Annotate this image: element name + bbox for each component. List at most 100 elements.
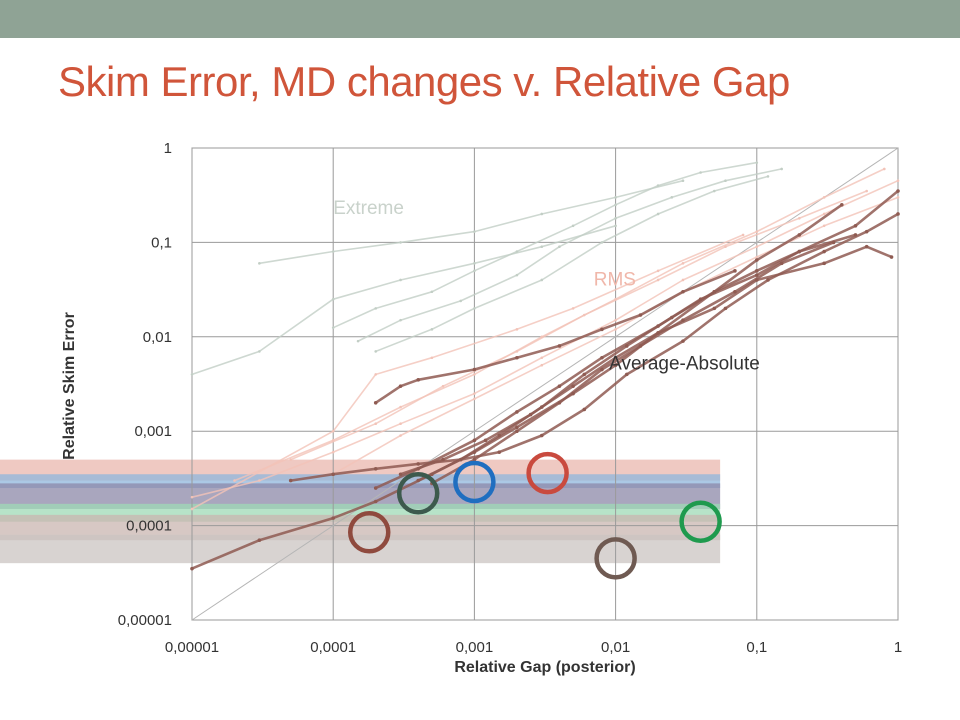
series-point <box>540 356 544 360</box>
series-point <box>458 457 463 462</box>
series-point <box>539 433 544 438</box>
series-point <box>557 344 562 348</box>
series-point <box>681 318 685 322</box>
x-tick-label: 0,0001 <box>310 639 356 656</box>
series-point <box>831 240 836 245</box>
series-point <box>331 250 335 253</box>
series-point <box>755 230 759 233</box>
series-point <box>600 241 604 244</box>
y-tick-label: 0,0001 <box>126 518 172 535</box>
series-point <box>233 479 236 482</box>
series-point <box>373 466 378 471</box>
series-point <box>539 405 544 409</box>
tick-labels: 0,00001 0,0001 0,001 0,01 0,1 1 0,00001 0,0001 0… <box>118 140 902 656</box>
series-point <box>399 434 402 437</box>
series-point <box>681 339 685 343</box>
series-annotation-0: Extreme <box>333 198 404 219</box>
series-point <box>373 400 378 405</box>
y-tick-label: 1 <box>164 140 172 157</box>
series-point <box>473 373 476 376</box>
series-point <box>755 245 759 249</box>
y-tick-label: 0,00001 <box>118 612 172 629</box>
series-point <box>289 458 292 461</box>
series-point <box>624 372 629 377</box>
series-point <box>724 245 727 249</box>
series-point <box>473 269 476 273</box>
series-point <box>374 373 378 376</box>
series-point <box>515 425 519 430</box>
series-line-average-absolute-6 <box>431 241 835 485</box>
highlight-circle-5 <box>679 500 722 543</box>
x-tick-label: 0,00001 <box>165 639 219 656</box>
series-point <box>614 224 617 228</box>
series-point <box>515 355 519 360</box>
series-point <box>681 278 685 282</box>
x-tick-label: 0,01 <box>601 639 630 656</box>
series-point <box>441 384 445 388</box>
series-point <box>582 372 587 377</box>
series-point <box>896 212 900 216</box>
series-point <box>889 255 894 259</box>
series-point <box>399 422 402 426</box>
series-point <box>712 306 717 311</box>
series-point <box>540 212 544 216</box>
series-point <box>822 224 826 228</box>
series-point <box>712 289 717 294</box>
series-point <box>398 384 403 388</box>
series-point <box>853 223 858 228</box>
series-point <box>613 355 618 360</box>
highlight-circle-0 <box>347 511 391 554</box>
series-point <box>441 457 445 462</box>
series-point <box>190 495 194 499</box>
series-point <box>515 410 519 414</box>
series-point <box>473 397 476 401</box>
series-point <box>822 249 826 254</box>
series-point <box>374 422 378 426</box>
series-point <box>755 273 759 277</box>
series-point <box>430 356 434 360</box>
series-point <box>331 472 336 477</box>
series-point <box>670 196 674 199</box>
series-point <box>331 516 336 520</box>
series-line-rms-1 <box>234 168 885 482</box>
series-point <box>190 566 194 571</box>
series-point <box>681 289 685 294</box>
highlight-circle-1 <box>396 472 440 515</box>
chart-series <box>190 161 900 571</box>
series-line-extreme-3 <box>259 179 684 265</box>
series-point <box>613 363 618 368</box>
series-point <box>755 258 759 262</box>
series-point <box>374 350 378 353</box>
series-point <box>558 245 561 249</box>
series-point <box>190 507 194 511</box>
y-axis-title: Relative Skim Error <box>61 312 78 460</box>
x-tick-label: 1 <box>894 639 902 656</box>
highlight-bands <box>0 459 721 564</box>
series-point <box>257 538 262 543</box>
series-point <box>865 189 868 193</box>
series-point <box>399 318 402 322</box>
series-point <box>515 429 519 434</box>
series-point <box>600 355 604 360</box>
highlight-circle-4 <box>594 537 637 580</box>
series-point <box>399 405 402 409</box>
series-point <box>614 203 617 207</box>
series-point <box>515 350 519 353</box>
series-point <box>896 196 900 199</box>
series-point <box>557 384 562 388</box>
series-point <box>331 429 335 433</box>
series-point <box>356 339 360 343</box>
series-point <box>779 261 784 266</box>
series-point <box>540 245 544 249</box>
series-point <box>638 313 643 317</box>
series-point <box>755 255 759 259</box>
series-point <box>614 328 617 331</box>
series-point <box>600 367 604 372</box>
series-point <box>681 179 685 183</box>
highlight-circle-2 <box>453 460 496 504</box>
series-point <box>723 306 728 311</box>
series-point <box>669 315 674 320</box>
series-point <box>741 233 745 237</box>
series-point <box>515 328 519 331</box>
series-point <box>656 212 660 216</box>
